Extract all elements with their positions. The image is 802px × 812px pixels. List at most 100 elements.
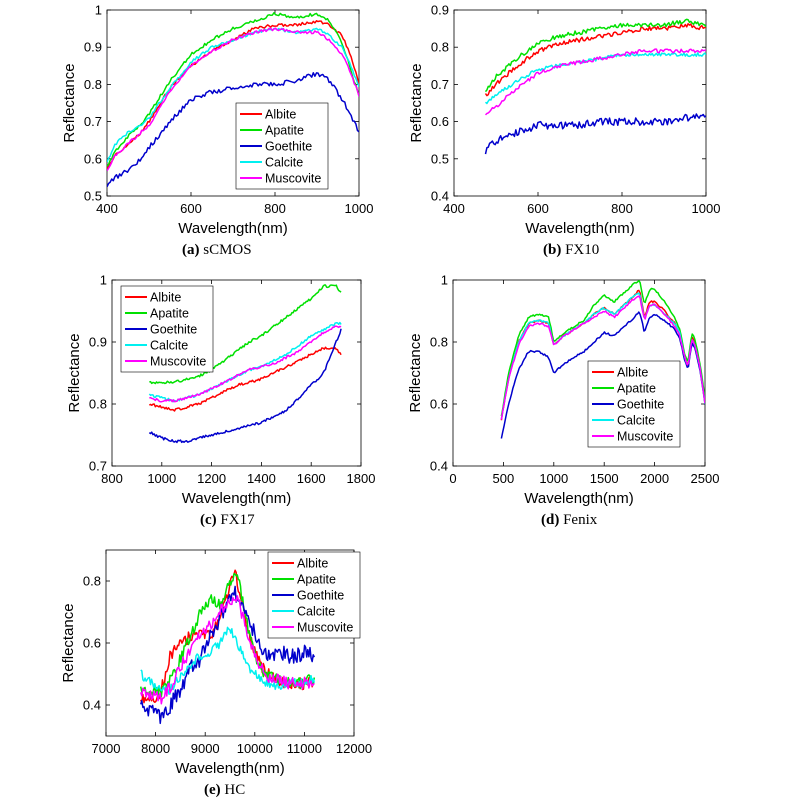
x-tick-label: 1500 bbox=[590, 471, 619, 486]
legend-label-goethite: Goethite bbox=[617, 398, 664, 412]
y-tick-label: 1 bbox=[95, 3, 102, 18]
y-axis-label: Reflectance bbox=[407, 333, 424, 412]
y-tick-label: 0.8 bbox=[83, 574, 101, 589]
x-tick-label: 11000 bbox=[287, 741, 322, 756]
series-line-calcite bbox=[484, 52, 706, 105]
x-tick-label: 8000 bbox=[141, 741, 170, 756]
x-tick-label: 800 bbox=[611, 201, 633, 216]
legend-label-muscovite: Muscovite bbox=[265, 172, 321, 186]
legend-label-apatite: Apatite bbox=[297, 573, 336, 587]
caption-a-label: (a) bbox=[182, 242, 200, 258]
y-tick-label: 0.5 bbox=[431, 151, 449, 166]
y-tick-label: 0.8 bbox=[84, 77, 102, 92]
legend-label-calcite: Calcite bbox=[297, 605, 335, 619]
series-line-albite bbox=[148, 346, 342, 412]
series-line-calcite bbox=[140, 626, 316, 695]
y-tick-label: 0.6 bbox=[430, 397, 448, 412]
legend: Albite Apatite Goethite Calcite Muscovite bbox=[587, 360, 681, 448]
y-tick-label: 0.9 bbox=[431, 3, 449, 18]
legend-label-calcite: Calcite bbox=[617, 414, 655, 428]
legend-label-apatite: Apatite bbox=[150, 307, 189, 321]
series-line-muscovite bbox=[484, 48, 706, 116]
caption-d-text: Fenix bbox=[563, 512, 598, 528]
legend-label-goethite: Goethite bbox=[150, 323, 197, 337]
series-line-goethite bbox=[107, 72, 359, 188]
series-line-calcite bbox=[500, 292, 705, 419]
series-line-goethite bbox=[484, 113, 706, 155]
x-tick-label: 1400 bbox=[247, 471, 276, 486]
y-axis-label: Reflectance bbox=[60, 603, 77, 682]
x-tick-label: 1000 bbox=[539, 471, 568, 486]
x-tick-label: 400 bbox=[443, 201, 465, 216]
series-line-apatite bbox=[107, 11, 359, 167]
x-tick-label: 1600 bbox=[297, 471, 326, 486]
y-tick-label: 0.6 bbox=[431, 114, 449, 129]
x-axis-label: Wavelength(nm) bbox=[525, 220, 634, 237]
x-tick-label: 9000 bbox=[191, 741, 220, 756]
y-tick-label: 0.6 bbox=[84, 151, 102, 166]
legend-label-albite: Albite bbox=[150, 291, 181, 305]
plot-area bbox=[453, 9, 707, 197]
x-tick-label: 12000 bbox=[336, 741, 372, 756]
series-line-albite bbox=[484, 23, 706, 97]
legend-label-apatite: Apatite bbox=[617, 382, 656, 396]
y-axis-label: Reflectance bbox=[66, 333, 83, 412]
y-tick-label: 0.9 bbox=[89, 335, 107, 350]
series-line-calcite bbox=[107, 27, 359, 163]
x-tick-label: 1000 bbox=[345, 201, 374, 216]
y-tick-label: 0.7 bbox=[89, 459, 107, 474]
x-tick-label: 600 bbox=[527, 201, 549, 216]
series-line-apatite bbox=[500, 280, 705, 417]
legend: Albite Apatite Goethite Calcite Muscovite bbox=[267, 551, 361, 639]
legend: Albite Apatite Goethite Calcite Muscovite bbox=[120, 285, 214, 373]
legend-label-muscovite: Muscovite bbox=[617, 430, 673, 444]
x-tick-label: 1800 bbox=[347, 471, 376, 486]
series-line-muscovite bbox=[500, 295, 705, 420]
x-tick-label: 500 bbox=[493, 471, 515, 486]
caption-b-label: (b) bbox=[543, 242, 562, 258]
x-tick-label: 400 bbox=[96, 201, 118, 216]
x-tick-label: 2500 bbox=[691, 471, 720, 486]
caption-c: (c) FX17 bbox=[200, 512, 255, 529]
legend-label-calcite: Calcite bbox=[265, 156, 303, 170]
x-tick-label: 1200 bbox=[197, 471, 226, 486]
y-tick-label: 0.4 bbox=[83, 698, 101, 713]
y-tick-label: 0.5 bbox=[84, 189, 102, 204]
series-line-muscovite bbox=[149, 325, 342, 403]
x-axis-label: Wavelength(nm) bbox=[524, 490, 633, 507]
x-tick-label: 10000 bbox=[237, 741, 273, 756]
legend-label-calcite: Calcite bbox=[150, 339, 188, 353]
caption-e-text: HC bbox=[224, 782, 246, 798]
y-tick-label: 0.7 bbox=[431, 77, 449, 92]
y-axis-label: Reflectance bbox=[61, 63, 78, 142]
chart-c: 800 1000 1200 1400 1600 1800 0.7 0.8 0.9 1 Wavelen… bbox=[66, 273, 375, 508]
x-tick-label: 1000 bbox=[147, 471, 176, 486]
caption-d-label: (d) bbox=[541, 512, 560, 528]
series-line-apatite bbox=[149, 284, 342, 385]
y-tick-label: 0.6 bbox=[83, 636, 101, 651]
caption-b-text: FX10 bbox=[565, 242, 600, 258]
legend-label-albite: Albite bbox=[265, 108, 296, 122]
series-line-muscovite bbox=[140, 595, 315, 705]
legend-label-albite: Albite bbox=[617, 366, 648, 380]
x-tick-label: 0 bbox=[449, 471, 456, 486]
caption-a-text: sCMOS bbox=[203, 242, 252, 258]
legend-label-albite: Albite bbox=[297, 557, 328, 571]
y-axis-label: Reflectance bbox=[408, 63, 425, 142]
y-tick-label: 1 bbox=[100, 273, 107, 288]
legend-label-muscovite: Muscovite bbox=[150, 355, 206, 369]
chart-d: 0 500 1000 1500 2000 2500 0.4 0.6 0.8 1 Wavelength… bbox=[407, 273, 719, 508]
caption-c-text: FX17 bbox=[220, 512, 255, 528]
caption-c-label: (c) bbox=[200, 512, 217, 528]
series-line-goethite bbox=[148, 328, 342, 444]
chart-e: 7000 8000 9000 10000 11000 12000 0.4 0.6 0.8 Wave… bbox=[60, 549, 372, 777]
series-line-muscovite bbox=[107, 27, 359, 172]
x-tick-label: 800 bbox=[264, 201, 286, 216]
legend-label-goethite: Goethite bbox=[265, 140, 312, 154]
caption-d: (d) Fenix bbox=[541, 512, 597, 529]
y-tick-label: 0.4 bbox=[431, 189, 449, 204]
chart-a: 400 600 800 1000 0.5 0.6 0.7 0.8 0.9 1 Wavelength(… bbox=[61, 3, 373, 238]
x-tick-label: 7000 bbox=[92, 741, 121, 756]
x-tick-label: 1000 bbox=[692, 201, 721, 216]
